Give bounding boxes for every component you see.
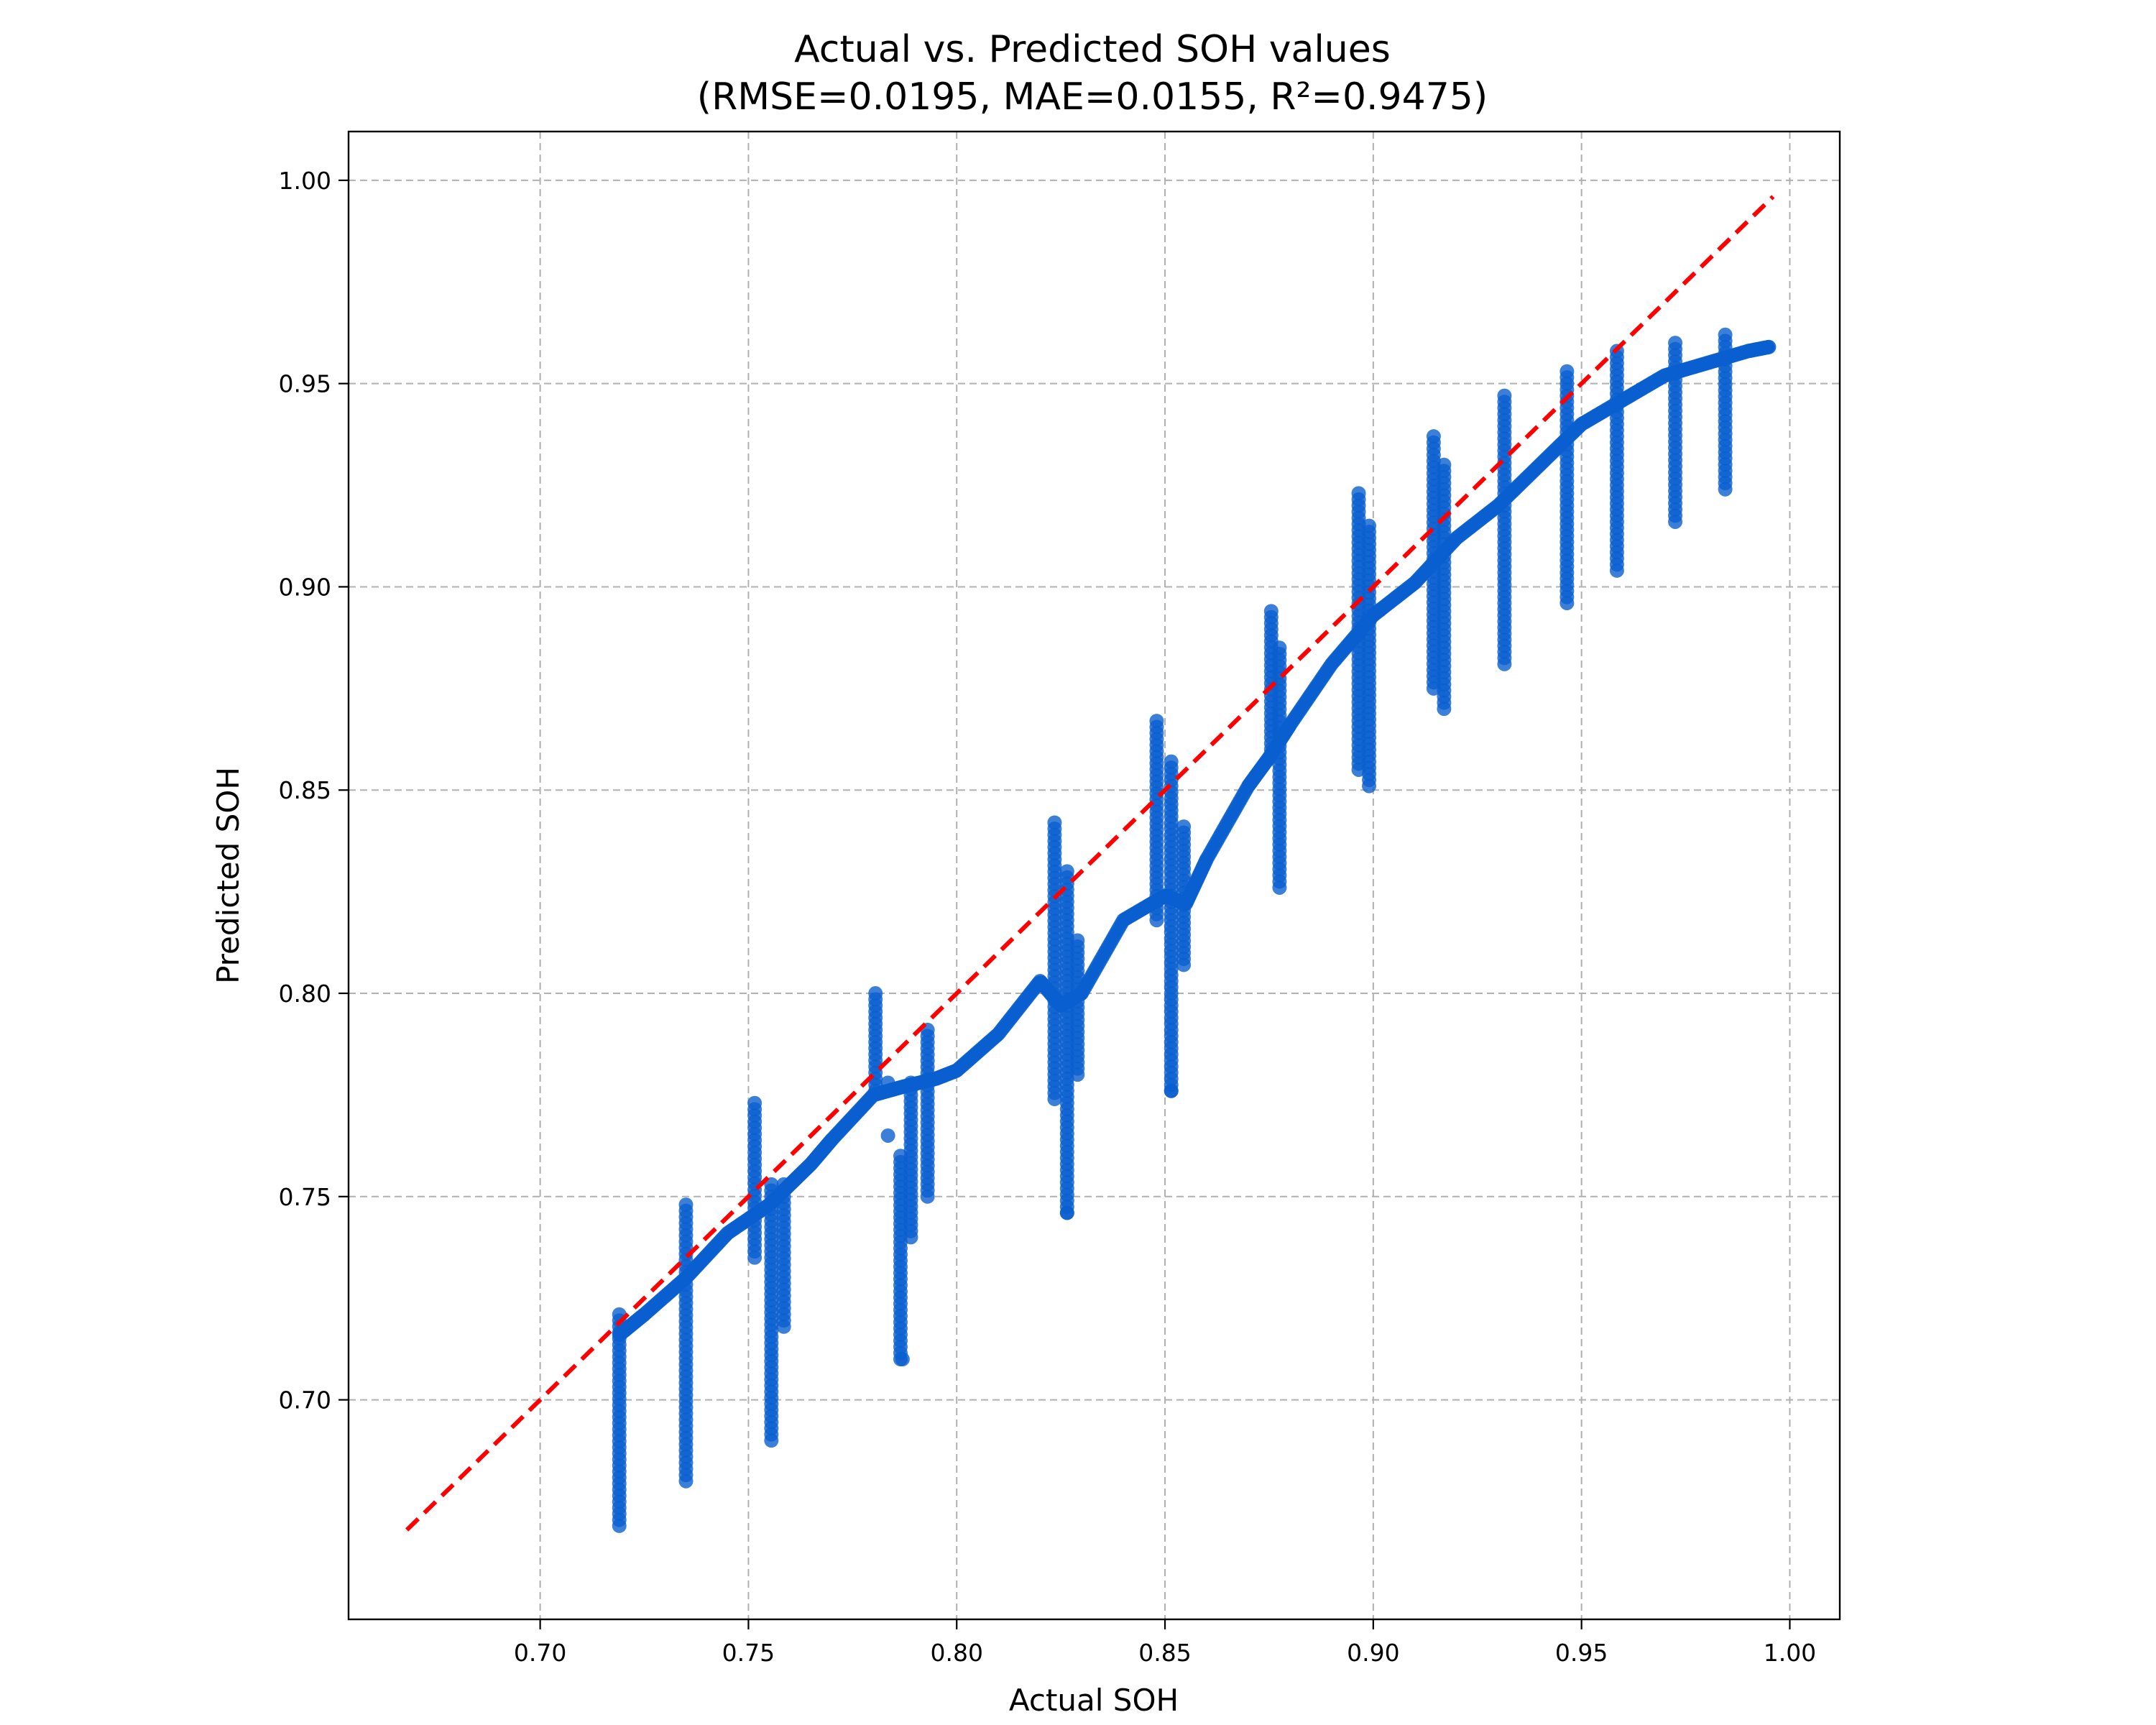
- x-tick-label: 0.80: [930, 1639, 982, 1667]
- chart-subtitle: (RMSE=0.0195, MAE=0.0155, R²=0.9475): [697, 75, 1488, 119]
- band-point: [903, 1075, 918, 1090]
- axis-ticks: 0.70 0.75 0.80 0.85 0.90 0.95 1.00 0.70 0.75 0.80…: [279, 167, 1817, 1667]
- x-tick-label: 0.90: [1347, 1639, 1399, 1667]
- band-point: [1149, 714, 1164, 729]
- x-tick-label: 0.85: [1138, 1639, 1191, 1667]
- x-tick-label: 1.00: [1764, 1639, 1816, 1667]
- outlier-point: [895, 1352, 910, 1367]
- chart-title: Actual vs. Predicted SOH values: [794, 28, 1391, 71]
- y-tick-label: 0.90: [279, 573, 331, 601]
- band-point: [1047, 815, 1062, 830]
- reference-line-group: [405, 195, 1775, 1532]
- band-point: [678, 1197, 694, 1213]
- band-point: [776, 1177, 791, 1192]
- y-axis-label: Predicted SOH: [211, 767, 246, 984]
- y-tick-label: 0.95: [279, 370, 331, 398]
- band-point: [1668, 336, 1683, 351]
- band-point: [868, 986, 883, 1001]
- band-point: [1362, 518, 1377, 533]
- y-tick-label: 1.00: [279, 167, 331, 195]
- y-tick-label: 0.80: [279, 980, 331, 1008]
- grid-lines: [349, 132, 1840, 1619]
- outlier-point: [880, 1128, 895, 1143]
- band-point: [1176, 819, 1192, 834]
- outlier-point: [1164, 1083, 1179, 1098]
- band-point: [1272, 640, 1287, 656]
- x-tick-label: 0.95: [1555, 1639, 1608, 1667]
- band-point: [1718, 327, 1733, 342]
- band-point: [1263, 604, 1279, 619]
- band-point: [1426, 429, 1441, 444]
- reference-line: [405, 195, 1775, 1532]
- band-point: [1164, 754, 1179, 769]
- band-point: [1059, 864, 1074, 879]
- band-point: [1560, 364, 1575, 379]
- band-point: [1351, 486, 1366, 501]
- band-point: [747, 1095, 763, 1110]
- outlier-point: [880, 1075, 895, 1090]
- trend-point: [1761, 339, 1777, 354]
- x-tick-label: 0.70: [514, 1639, 566, 1667]
- y-tick-label: 0.70: [279, 1386, 331, 1414]
- plot-frame: [347, 130, 1841, 1621]
- outlier-point: [1059, 1205, 1074, 1220]
- band-point: [1437, 457, 1452, 472]
- data-points: [612, 327, 1777, 1533]
- x-axis-label: Actual SOH: [1009, 1683, 1179, 1718]
- x-tick-label: 0.75: [722, 1639, 775, 1667]
- band-point: [1497, 388, 1512, 403]
- band-point: [1070, 933, 1085, 948]
- band-point: [764, 1177, 779, 1192]
- y-tick-label: 0.85: [279, 776, 331, 804]
- y-tick-label: 0.75: [279, 1183, 331, 1211]
